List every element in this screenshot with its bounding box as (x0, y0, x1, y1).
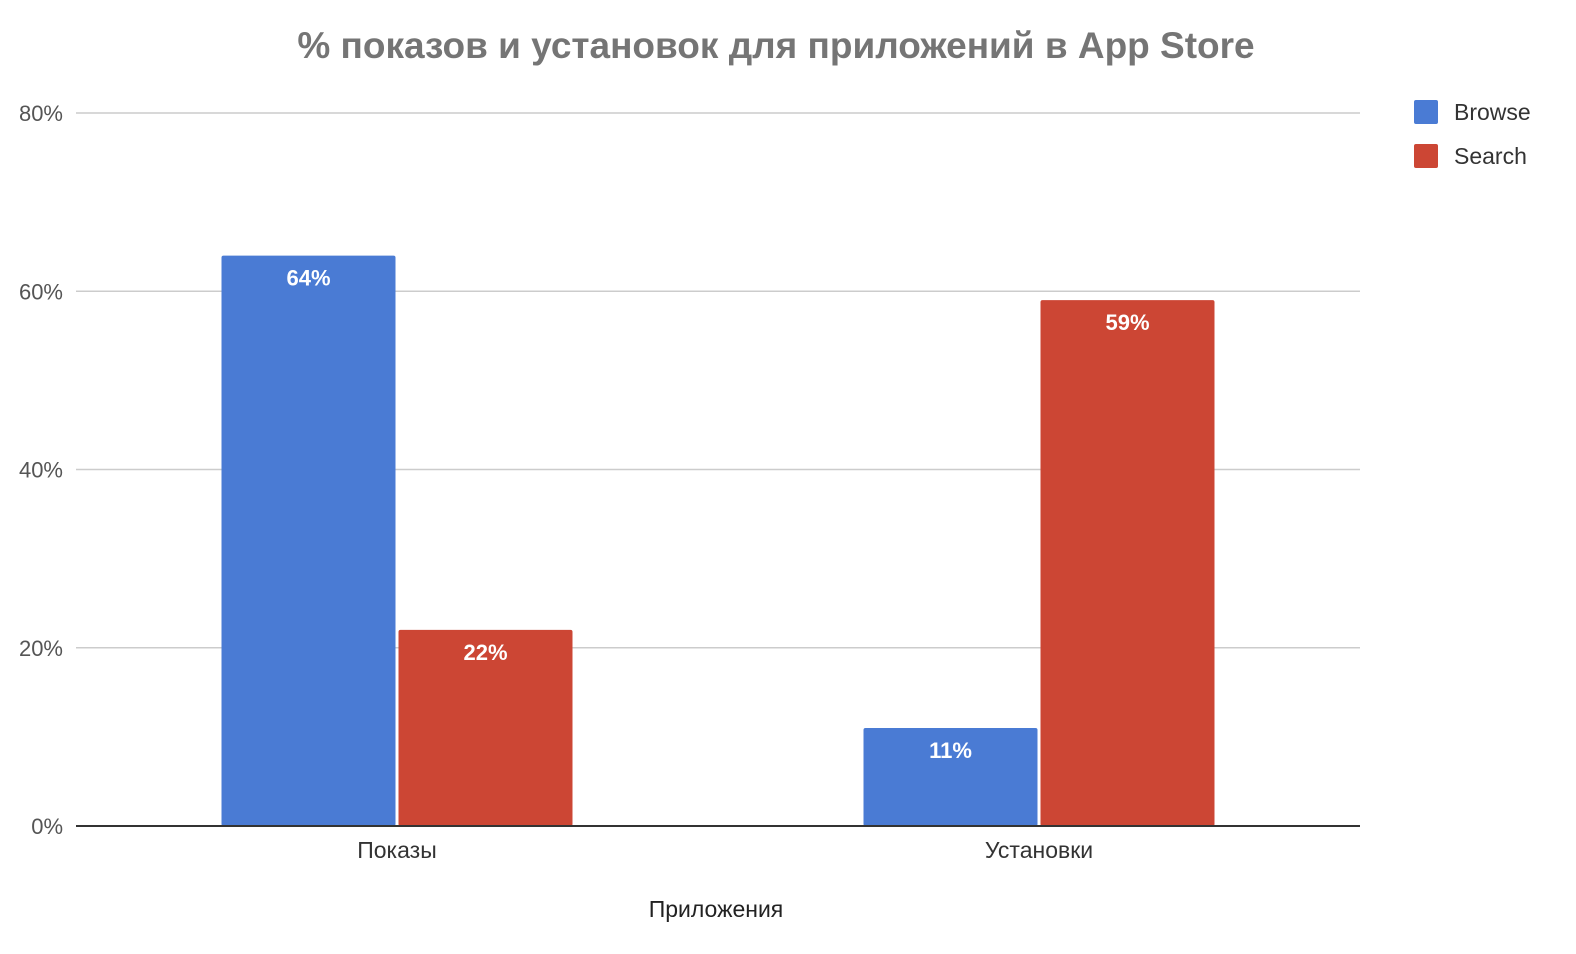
data-label: 11% (929, 738, 972, 763)
legend-swatch-browse (1414, 100, 1438, 124)
y-tick-label: 80% (19, 101, 63, 126)
bar-search-1 (1040, 300, 1215, 827)
y-tick-label: 0% (31, 814, 63, 839)
x-category-label: Установки (985, 837, 1093, 863)
bar-search-0 (398, 629, 573, 826)
y-axis-ticks: 0% 20% 40% 60% 80% (19, 101, 63, 839)
y-tick-label: 40% (19, 458, 63, 483)
data-labels: 64% 22% 11% 59% (286, 266, 1149, 763)
x-axis-title: Приложения (649, 896, 784, 922)
legend-label-search: Search (1454, 143, 1527, 169)
chart-title: % показов и установок для приложений в A… (297, 25, 1254, 66)
data-label: 64% (286, 266, 330, 291)
legend: Browse Search (1414, 99, 1531, 169)
data-label: 22% (463, 640, 507, 665)
bar-browse-0 (221, 255, 396, 827)
legend-label-browse: Browse (1454, 99, 1531, 125)
y-tick-label: 60% (19, 279, 63, 304)
bars (221, 255, 1215, 827)
x-category-label: Показы (357, 837, 437, 863)
x-axis-categories: Показы Установки (357, 837, 1093, 863)
legend-swatch-search (1414, 144, 1438, 168)
y-tick-label: 20% (19, 636, 63, 661)
bar-browse-1 (863, 727, 1038, 826)
data-label: 59% (1105, 310, 1149, 335)
